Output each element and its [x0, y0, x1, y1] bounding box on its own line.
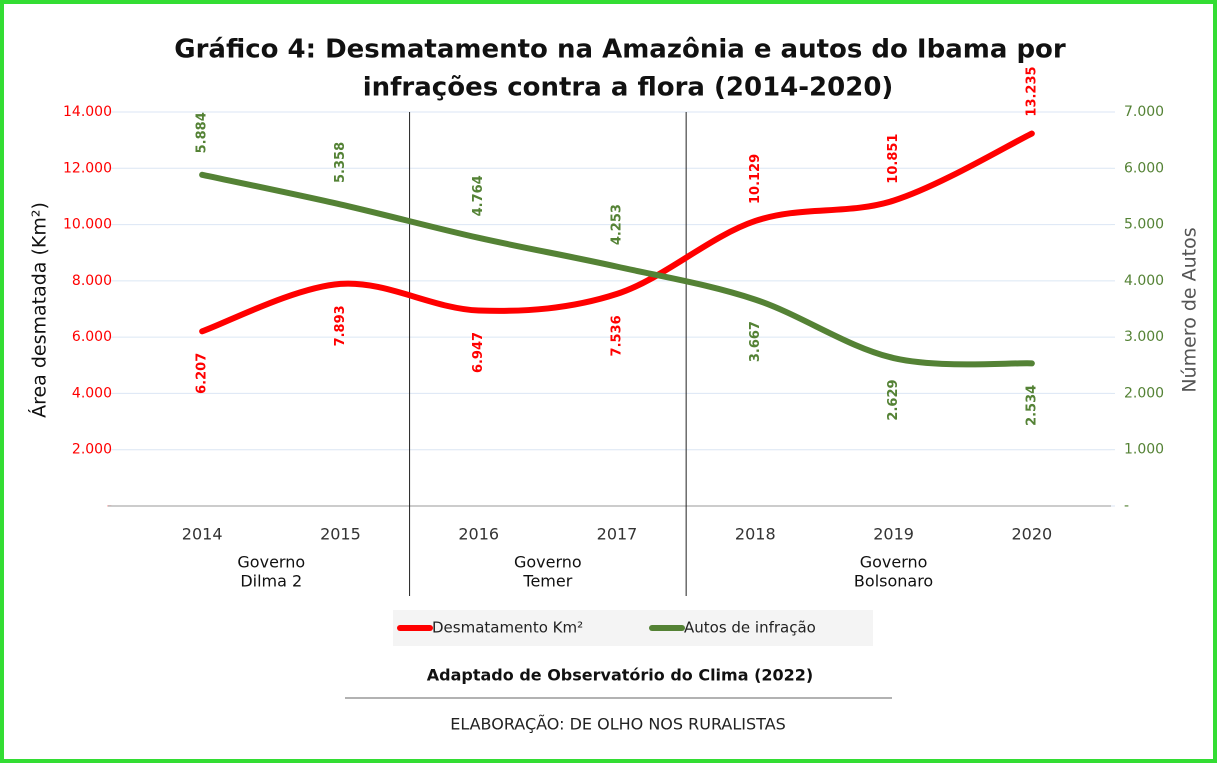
- y2-tick-label: 2.000: [1124, 385, 1164, 401]
- credit: ELABORAÇÃO: DE OLHO NOS RURALISTAS: [450, 715, 786, 734]
- data-label: 4.764: [471, 175, 486, 216]
- y2-tick-label: 3.000: [1124, 329, 1164, 345]
- legend-label: Autos de infração: [684, 619, 816, 637]
- y2-axis-label: Número de Autos: [1179, 227, 1201, 392]
- period-label: Temer: [522, 572, 572, 591]
- data-label: 7.536: [610, 315, 625, 356]
- data-label: 5.358: [333, 142, 348, 183]
- x-tick-label: 2015: [320, 525, 361, 544]
- y2-tick-label: 4.000: [1124, 273, 1164, 289]
- y2-tick-label: 7.000: [1124, 104, 1164, 120]
- y2-tick-label: 6.000: [1124, 160, 1164, 176]
- legend-label: Desmatamento Km²: [432, 619, 583, 637]
- data-label: 6.947: [471, 332, 486, 373]
- legend-box: [393, 610, 873, 646]
- y-tick-label: 8.000: [72, 273, 112, 289]
- chart-title: infrações contra a flora (2014-2020): [363, 73, 894, 103]
- period-label: Bolsonaro: [854, 572, 933, 591]
- period-label: Dilma 2: [240, 572, 302, 591]
- source: Adaptado de Observatório do Clima (2022): [427, 666, 813, 685]
- data-label: 5.884: [195, 112, 210, 153]
- data-label: 3.667: [748, 321, 763, 362]
- x-tick-label: 2014: [182, 525, 223, 544]
- data-label: 10.851: [886, 134, 901, 184]
- period-label: Governo: [860, 553, 928, 572]
- y-tick-label: 12.000: [63, 160, 112, 176]
- y2-tick-label: -: [1124, 498, 1129, 514]
- period-label: Governo: [514, 553, 582, 572]
- chart-title: Gráfico 4: Desmatamento na Amazônia e au…: [174, 35, 1066, 65]
- period-label: Governo: [237, 553, 305, 572]
- x-tick-label: 2020: [1011, 525, 1052, 544]
- data-label: 4.253: [610, 204, 625, 245]
- x-tick-label: 2016: [458, 525, 499, 544]
- data-label: 2.534: [1024, 385, 1039, 426]
- x-tick-label: 2018: [735, 525, 776, 544]
- y-tick-label: 14.000: [63, 104, 112, 120]
- data-label: 6.207: [195, 353, 210, 394]
- data-label: 10.129: [748, 154, 763, 204]
- data-label: 2.629: [886, 379, 901, 420]
- series-line: [199, 130, 1035, 335]
- y-tick-label: 10.000: [63, 217, 112, 233]
- y2-tick-label: 1.000: [1124, 442, 1164, 458]
- y2-tick-label: 5.000: [1124, 217, 1164, 233]
- x-tick-label: 2017: [597, 525, 638, 544]
- y-tick-label: 4.000: [72, 385, 112, 401]
- x-tick-label: 2019: [873, 525, 914, 544]
- y-axis-label: Área desmatada (Km²): [28, 202, 51, 418]
- y-tick-label: 6.000: [72, 329, 112, 345]
- y-tick-label: 2.000: [72, 442, 112, 458]
- series-line: [199, 171, 1035, 368]
- data-label: 7.893: [333, 305, 348, 346]
- data-label: 13.235: [1024, 66, 1039, 116]
